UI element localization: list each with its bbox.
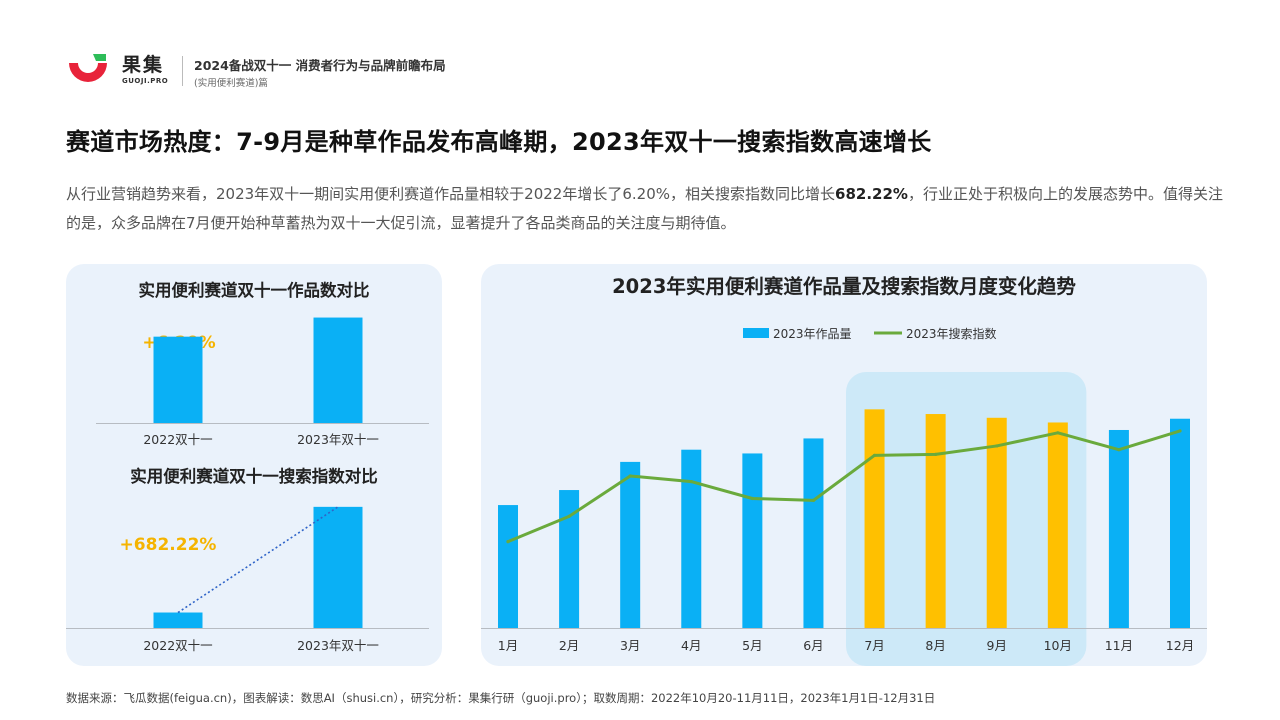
bar-2-2 [313,506,363,628]
category-label-2-2: 2023年双十一 [297,638,379,653]
bar-2-1 [153,612,203,628]
summary-paragraph: 从行业营销趋势来看，2023年双十一期间实用便利赛道作品量相较于2022年增长了… [66,180,1226,238]
bar-12月 [1170,418,1190,628]
search-index-point-7月 [872,453,877,457]
chart-title-2: 实用便利赛道双十一搜索指数对比 [130,466,378,486]
growth-trend-line-2 [177,506,339,614]
bar-10月 [1047,422,1068,628]
month-label-10月: 10月 [1044,638,1072,653]
bar-9月 [986,417,1007,628]
category-label-1-2: 2023年双十一 [297,432,379,447]
legend-label-line: 2023年搜索指数 [906,326,997,341]
month-label-1月: 1月 [498,638,518,653]
search-index-point-9月 [995,444,999,448]
month-label-8月: 8月 [925,638,945,653]
month-label-7月: 7月 [864,638,884,653]
monthly-trend-panel: 2023年实用便利赛道作品量及搜索指数月度变化趋势 2023年作品量 2023年搜索… [481,264,1207,666]
legend-swatch-bar [743,328,769,338]
search-index-point-2月 [567,514,571,518]
search-index-point-5月 [750,496,754,501]
legend-label-bar: 2023年作品量 [773,327,852,341]
month-label-6月: 6月 [803,638,823,653]
report-title: 2024备战双十一 消费者行为与品牌前瞻布局 [194,58,446,73]
search-index-point-8月 [934,452,938,456]
chart-title-1: 实用便利赛道双十一作品数对比 [139,280,370,300]
month-label-2月: 2月 [559,638,579,653]
logo-subtext: GUOJI.PRO [122,77,169,85]
bar-8月 [925,414,946,628]
report-subtitle: (实用便利赛道)篇 [194,78,268,89]
category-label-2-1: 2022双十一 [143,638,212,653]
bar-11月 [1108,429,1129,628]
bar-4月 [681,449,702,628]
bar-1-1 [153,336,203,423]
logo-text: 果集 [122,54,165,76]
month-label-5月: 5月 [742,638,762,653]
bar-7月 [864,409,885,628]
chart-title-3: 2023年实用便利赛道作品量及搜索指数月度变化趋势 [612,275,1076,298]
bar-1-2 [313,317,363,423]
comparison-panel: 实用便利赛道双十一作品数对比+6.20%2022双十一2023年双十一实用便利赛… [66,264,442,666]
comparison-charts: 实用便利赛道双十一作品数对比+6.20%2022双十一2023年双十一实用便利赛… [66,280,429,653]
search-index-point-3月 [628,474,632,478]
bar-5月 [742,453,763,628]
search-index-point-4月 [689,480,693,484]
month-label-4月: 4月 [681,638,701,653]
search-index-line [506,429,1182,544]
month-label-3月: 3月 [620,638,640,653]
page-title: 赛道市场热度：7-9月是种草作品发布高峰期，2023年双十一搜索指数高速增长 [66,128,932,156]
search-index-point-1月 [506,540,510,544]
summary-highlight: 682.22% [835,185,908,203]
summary-text-2: ，行业正处于积极向上的发展态势中。值得关注的是，众多品牌在7月便开始种草蓄热为双… [66,185,1223,232]
summary-text-1: 从行业营销趋势来看，2023年双十一期间实用便利赛道作品量相较于2022年增长了… [66,185,836,203]
guoji-logo-icon [69,54,107,82]
report-header: 果集 GUOJI.PRO 2024备战双十一 消费者行为与品牌前瞻布局 (实用便… [66,50,626,94]
monthly-trend-chart: 2023年实用便利赛道作品量及搜索指数月度变化趋势 2023年作品量 2023年搜索… [481,275,1207,666]
bar-1月 [498,505,518,628]
search-index-point-10月 [1056,431,1060,435]
month-label-11月: 11月 [1105,638,1133,653]
bar-6月 [803,438,824,628]
data-source-footer: 数据来源：飞瓜数据(feigua.cn)，图表解读：数思AI（shusi.cn）… [66,691,936,705]
search-index-point-12月 [1178,429,1182,433]
search-index-point-11月 [1117,448,1121,452]
growth-label-2: +682.22% [120,535,217,555]
bar-2月 [559,490,580,628]
header-divider [182,56,183,86]
month-label-9月: 9月 [987,638,1007,653]
category-label-1-1: 2022双十一 [143,432,212,447]
peak-period-highlight [846,372,1087,666]
search-index-point-6月 [811,498,816,502]
month-label-12月: 12月 [1166,638,1194,653]
bar-3月 [620,461,641,628]
